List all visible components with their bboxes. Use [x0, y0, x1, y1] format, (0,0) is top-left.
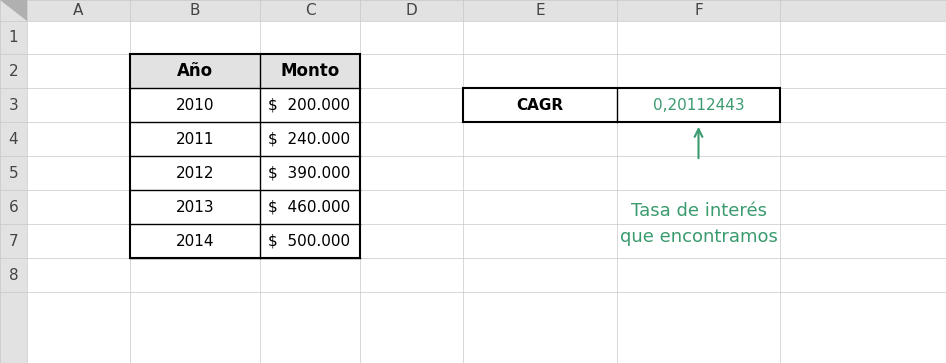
- Text: A: A: [73, 3, 83, 18]
- Text: 0,20112443: 0,20112443: [653, 98, 745, 113]
- Text: 1: 1: [9, 30, 18, 45]
- Text: $  390.000: $ 390.000: [268, 166, 350, 180]
- Text: Año: Año: [177, 62, 213, 80]
- Bar: [130, 54, 360, 88]
- Text: E: E: [535, 3, 545, 18]
- Polygon shape: [0, 0, 27, 21]
- Text: D: D: [406, 3, 417, 18]
- Bar: [463, 88, 780, 122]
- Text: CAGR: CAGR: [517, 98, 564, 113]
- Text: 3: 3: [9, 98, 18, 113]
- Text: C: C: [305, 3, 315, 18]
- Text: 7: 7: [9, 233, 18, 249]
- Text: $  460.000: $ 460.000: [268, 200, 350, 215]
- Text: 5: 5: [9, 166, 18, 180]
- Text: 6: 6: [9, 200, 18, 215]
- Text: 2014: 2014: [176, 233, 214, 249]
- Bar: [130, 54, 360, 258]
- Text: 2012: 2012: [176, 166, 214, 180]
- Bar: [0, 0, 27, 363]
- Text: 2: 2: [9, 64, 18, 78]
- Text: 2011: 2011: [176, 131, 214, 147]
- Text: $  500.000: $ 500.000: [268, 233, 350, 249]
- Text: $  200.000: $ 200.000: [268, 98, 350, 113]
- Text: B: B: [190, 3, 201, 18]
- Text: Monto: Monto: [280, 62, 340, 80]
- Bar: [0, 0, 946, 21]
- Text: 2013: 2013: [176, 200, 215, 215]
- Text: 8: 8: [9, 268, 18, 282]
- Text: 4: 4: [9, 131, 18, 147]
- Text: Tasa de interés
que encontramos: Tasa de interés que encontramos: [620, 203, 778, 245]
- Text: $  240.000: $ 240.000: [268, 131, 350, 147]
- Text: F: F: [694, 3, 703, 18]
- Text: 2010: 2010: [176, 98, 214, 113]
